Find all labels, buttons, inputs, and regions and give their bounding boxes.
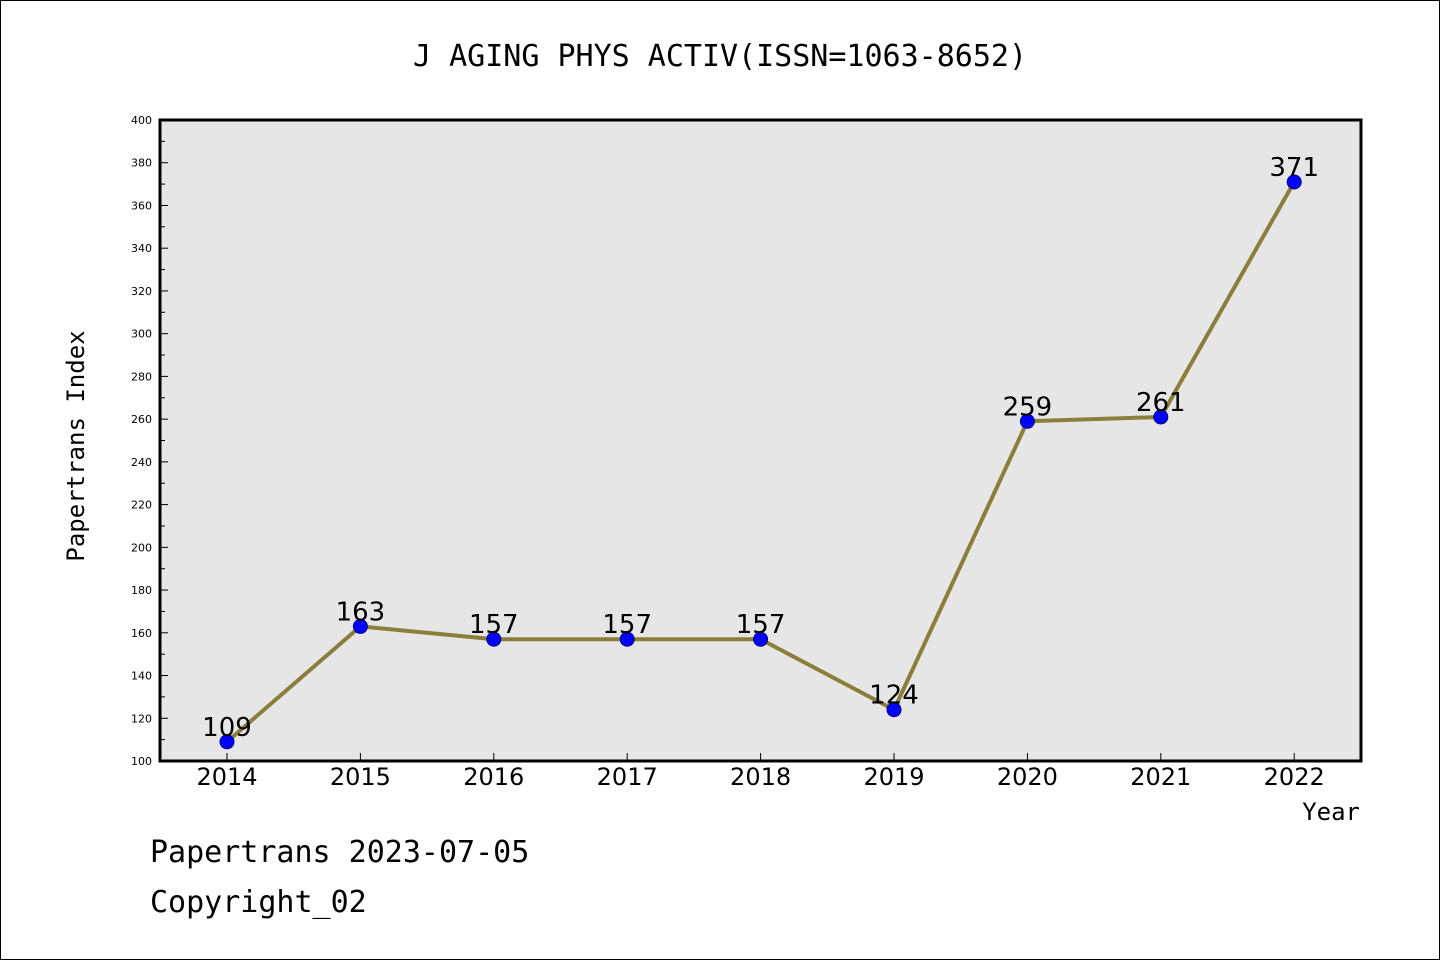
y-tick-label: 300 (131, 328, 152, 341)
data-point-2016 (486, 631, 502, 647)
x-tick-label: 2015 (330, 763, 391, 791)
y-tick-label: 380 (131, 157, 152, 170)
data-label-2019: 124 (869, 681, 919, 711)
footer-copyright-text: Copyright_02 (150, 885, 367, 920)
y-tick-label: 220 (131, 499, 152, 512)
y-tick-label: 100 (131, 755, 152, 768)
series-markers (219, 174, 1302, 750)
y-tick-label: 140 (131, 670, 152, 683)
x-tick-label: 2014 (196, 763, 257, 791)
y-tick-label: 240 (131, 456, 152, 469)
data-point-2015 (352, 618, 368, 634)
data-point-2018 (753, 631, 769, 647)
data-point-2022 (1286, 174, 1302, 190)
y-tick-label: 160 (131, 627, 152, 640)
footer-date-text: Papertrans 2023-07-05 (150, 835, 530, 870)
x-axis-label: Year (1302, 798, 1360, 826)
x-tick-label: 2017 (597, 763, 658, 791)
data-point-2021 (1153, 409, 1169, 425)
x-tick-label: 2022 (1264, 763, 1325, 791)
y-tick-label: 320 (131, 285, 152, 298)
y-tick-label: 340 (131, 242, 152, 255)
data-label-2016: 157 (469, 610, 519, 640)
data-label-2021: 261 (1136, 388, 1186, 418)
y-tick-label: 120 (131, 712, 152, 725)
x-tick-label: 2016 (463, 763, 524, 791)
y-axis: 100 120 140 160 180 200 220 240 260 280 300 320 340 3… (131, 114, 168, 768)
y-tick-label: 260 (131, 413, 152, 426)
data-point-2014 (219, 734, 235, 750)
data-point-2020 (1019, 413, 1035, 429)
x-axis: 2014 2015 2016 2017 2018 2019 2020 2021 2022 (196, 753, 1325, 791)
data-label-2020: 259 (1003, 392, 1053, 422)
data-label-2014: 109 (202, 713, 252, 743)
y-axis-label: Papertrans Index (62, 330, 90, 561)
x-tick-label: 2019 (863, 763, 924, 791)
data-label-2018: 157 (736, 610, 786, 640)
y-tick-label: 360 (131, 199, 152, 212)
data-point-2017 (619, 631, 635, 647)
y-tick-label: 180 (131, 584, 152, 597)
y-tick-label: 280 (131, 370, 152, 383)
data-labels: 109 163 157 157 157 124 259 261 371 (202, 153, 1319, 743)
data-point-2019 (886, 702, 902, 718)
plot-area (158, 118, 1363, 763)
data-label-2017: 157 (602, 610, 652, 640)
x-tick-label: 2020 (997, 763, 1058, 791)
data-label-2015: 163 (336, 597, 386, 627)
x-tick-label: 2018 (730, 763, 791, 791)
x-tick-label: 2021 (1130, 763, 1191, 791)
data-label-2022: 371 (1269, 153, 1319, 183)
y-tick-label: 200 (131, 541, 152, 554)
chart-title: J AGING PHYS ACTIV(ISSN=1063-8652) (413, 39, 1027, 74)
y-tick-label: 400 (131, 114, 152, 127)
